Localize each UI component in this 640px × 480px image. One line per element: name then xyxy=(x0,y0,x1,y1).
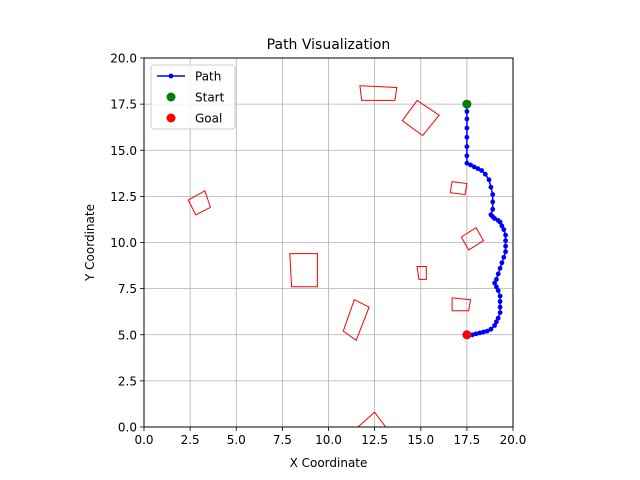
path-point xyxy=(484,328,490,334)
path-point xyxy=(495,288,501,293)
y-ticks: 0.0 2.5 5.0 7.5 10.0 12.5 15.0 17.5 20.0 xyxy=(110,52,144,435)
series-layer xyxy=(462,99,508,340)
path-point xyxy=(492,280,497,286)
path-point xyxy=(488,184,494,190)
path-point xyxy=(497,304,503,310)
x-ticks: 0.0 2.5 5.0 7.5 10.0 12.5 15.0 17.5 20.0 xyxy=(134,427,526,447)
path-point xyxy=(464,160,470,166)
x-axis-label: X Coordinate xyxy=(290,456,368,470)
path-point xyxy=(497,293,503,299)
path-point xyxy=(479,168,484,173)
legend-goal-marker xyxy=(166,113,176,123)
obstacle xyxy=(359,85,398,101)
chart-title: Path Visualization xyxy=(267,37,391,53)
x-tick-label: 2.5 xyxy=(181,433,200,447)
legend-path-label: Path xyxy=(195,70,221,84)
path-point xyxy=(490,192,496,197)
path-point xyxy=(499,260,505,266)
path-point xyxy=(499,223,505,229)
obstacle xyxy=(449,181,468,196)
legend-start-marker xyxy=(166,92,176,102)
y-tick-label: 20.0 xyxy=(110,52,137,66)
path-point xyxy=(494,284,499,290)
path-point xyxy=(494,277,499,282)
x-tick-label: 20.0 xyxy=(500,433,527,447)
obstacle xyxy=(289,253,318,288)
path-point xyxy=(495,271,501,277)
legend-goal-label: Goal xyxy=(195,112,222,126)
x-tick-label: 15.0 xyxy=(407,433,434,447)
path-point xyxy=(503,238,508,244)
y-tick-label: 7.5 xyxy=(118,282,137,296)
path-point xyxy=(492,323,497,328)
legend-path-marker xyxy=(168,73,174,79)
y-tick-label: 2.5 xyxy=(118,374,137,388)
path-point xyxy=(464,134,470,140)
path-point xyxy=(464,144,470,150)
path-point xyxy=(482,171,488,177)
path-point xyxy=(497,265,503,271)
path-point xyxy=(501,227,507,233)
path-point xyxy=(464,125,470,131)
obstacle xyxy=(451,297,472,312)
y-tick-label: 0.0 xyxy=(118,421,137,435)
path-point xyxy=(503,243,508,249)
obstacle xyxy=(416,266,427,280)
legend-box xyxy=(150,64,236,130)
path-point xyxy=(488,326,494,332)
y-tick-label: 15.0 xyxy=(110,144,137,158)
path-point xyxy=(468,162,473,168)
path-point xyxy=(503,249,508,255)
path-point xyxy=(477,330,483,336)
x-tick-label: 7.5 xyxy=(273,433,292,447)
obstacle xyxy=(401,99,440,137)
path-point xyxy=(497,310,503,315)
obstacle xyxy=(187,190,212,216)
path-point xyxy=(490,199,496,205)
path-point xyxy=(495,315,501,321)
obstacle xyxy=(460,226,485,251)
y-axis-label: Y Coordinate xyxy=(83,204,97,282)
path-point xyxy=(464,109,470,114)
x-tick-label: 17.5 xyxy=(454,433,481,447)
path-point xyxy=(494,319,499,325)
goal-point xyxy=(462,330,472,340)
path-point xyxy=(486,177,492,183)
path-point xyxy=(497,299,503,304)
y-tick-label: 10.0 xyxy=(110,236,137,250)
x-tick-label: 5.0 xyxy=(227,433,246,447)
path-point xyxy=(471,164,477,170)
legend-start-label: Start xyxy=(195,91,225,105)
y-tick-label: 17.5 xyxy=(110,98,137,112)
path-point xyxy=(501,254,507,260)
path-point xyxy=(490,206,496,212)
path-point xyxy=(464,116,470,122)
path-point xyxy=(492,216,497,221)
x-tick-label: 0.0 xyxy=(134,433,153,447)
path-point xyxy=(464,153,470,159)
path-point xyxy=(497,219,503,225)
y-tick-label: 12.5 xyxy=(110,190,137,204)
path-point xyxy=(475,166,481,172)
path-point xyxy=(503,232,508,238)
y-tick-label: 5.0 xyxy=(118,328,137,342)
start-point xyxy=(462,99,472,109)
obstacle xyxy=(342,298,370,342)
grid-lines xyxy=(143,57,514,428)
legend: Path Start Goal xyxy=(150,64,236,130)
path-point xyxy=(473,331,479,337)
path-point xyxy=(481,329,486,335)
x-tick-label: 10.0 xyxy=(315,433,342,447)
x-tick-label: 12.5 xyxy=(361,433,388,447)
